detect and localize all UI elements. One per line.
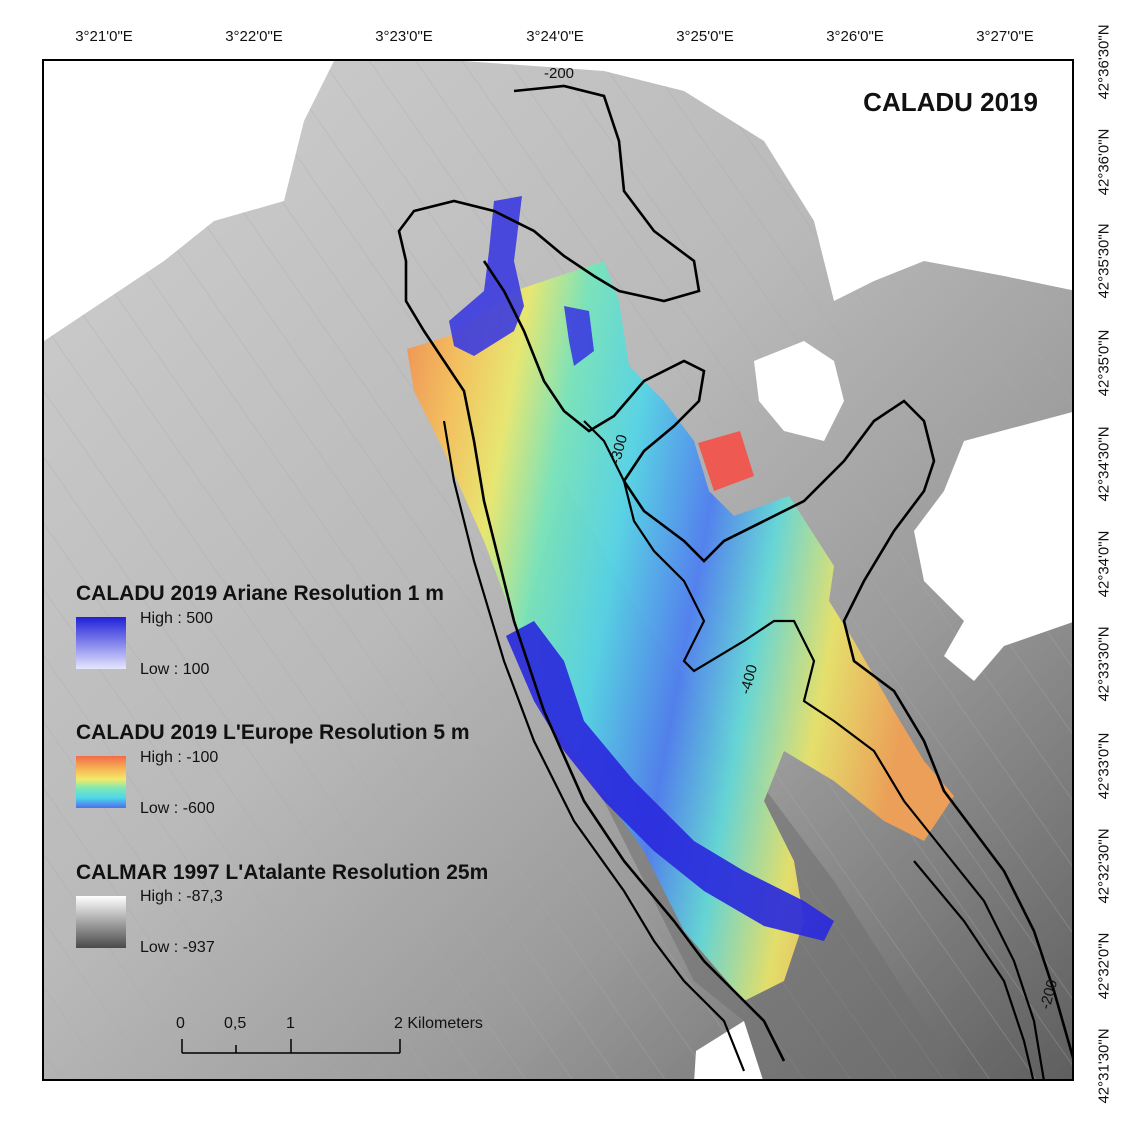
legend-low-atalante: Low : -937 bbox=[140, 939, 215, 956]
latitude-label: 42°32'30"N bbox=[1095, 828, 1113, 904]
longitude-label: 3°25'0"E bbox=[676, 28, 734, 45]
ariane-swath-middle bbox=[564, 306, 594, 366]
latitude-label: 42°34'30"N bbox=[1095, 426, 1113, 502]
legend-ramp-europe bbox=[76, 756, 126, 808]
legend-ramp-atalante bbox=[76, 896, 126, 948]
europe-patch bbox=[698, 431, 754, 491]
contour-line bbox=[482, 260, 1072, 1059]
legend-title-ariane: CALADU 2019 Ariane Resolution 1 m bbox=[76, 582, 444, 605]
legend-ramp-ariane bbox=[76, 617, 126, 669]
scale-bar bbox=[181, 1039, 401, 1054]
latitude-label: 42°35'30"N bbox=[1095, 223, 1113, 299]
scale-label: 2 Kilometers bbox=[394, 1015, 483, 1032]
legend-low-europe: Low : -600 bbox=[140, 800, 215, 817]
latitude-label: 42°33'0"N bbox=[1095, 732, 1113, 800]
legend-title-atalante: CALMAR 1997 L'Atalante Resolution 25m bbox=[76, 861, 489, 884]
no-data-area bbox=[754, 341, 844, 441]
ariane-swath-north bbox=[449, 196, 524, 356]
legend-title-europe: CALADU 2019 L'Europe Resolution 5 m bbox=[76, 721, 470, 744]
legend-high-europe: High : -100 bbox=[140, 749, 219, 766]
latitude-label: 42°31'30"N bbox=[1095, 1028, 1113, 1104]
latitude-label: 42°32'0"N bbox=[1095, 932, 1113, 1000]
map-frame: CALADU 2019 -200 -300 -400 -200 CALADU 2… bbox=[42, 59, 1074, 1081]
longitude-label: 3°21'0"E bbox=[75, 28, 133, 45]
contour-label: -200 bbox=[544, 65, 575, 82]
map-title: CALADU 2019 bbox=[863, 87, 1038, 117]
scale-label: 1 bbox=[286, 1015, 295, 1032]
latitude-label: 42°33'30"N bbox=[1095, 626, 1113, 702]
longitude-label: 3°24'0"E bbox=[526, 28, 584, 45]
contour-line bbox=[442, 420, 746, 1072]
latitude-label: 42°34'0"N bbox=[1095, 530, 1113, 598]
scale-label: 0 bbox=[176, 1015, 185, 1032]
latitude-label: 42°36'30"N bbox=[1095, 24, 1113, 100]
longitude-label: 3°23'0"E bbox=[375, 28, 433, 45]
legend-high-ariane: High : 500 bbox=[140, 610, 213, 627]
legend-high-atalante: High : -87,3 bbox=[140, 888, 223, 905]
longitude-label: 3°26'0"E bbox=[826, 28, 884, 45]
contour-line bbox=[397, 84, 786, 1062]
latitude-label: 42°36'0"N bbox=[1095, 128, 1113, 196]
longitude-label: 3°27'0"E bbox=[976, 28, 1034, 45]
europe-swath bbox=[407, 261, 954, 1001]
bathymetry-map bbox=[44, 61, 1072, 1079]
scale-label: 0,5 bbox=[224, 1015, 247, 1032]
ariane-swath-south bbox=[506, 621, 834, 941]
latitude-label: 42°35'0"N bbox=[1095, 329, 1113, 397]
legend-low-ariane: Low : 100 bbox=[140, 661, 210, 678]
longitude-label: 3°22'0"E bbox=[225, 28, 283, 45]
contour-line bbox=[583, 420, 1045, 1079]
contour-line bbox=[913, 860, 1035, 1079]
